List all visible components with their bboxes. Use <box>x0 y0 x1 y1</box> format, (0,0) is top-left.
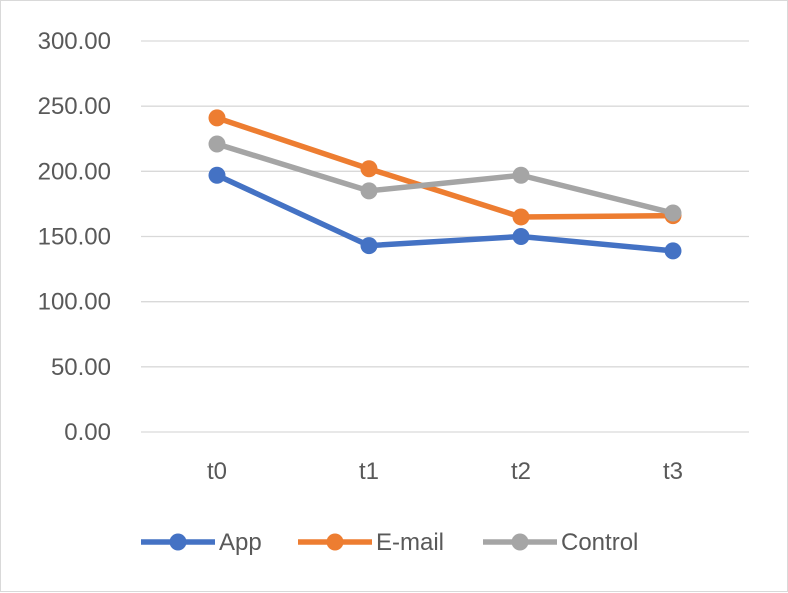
data-point-e-mail <box>512 208 530 226</box>
x-axis-ticks: t0 t1 t2 t3 <box>207 458 683 485</box>
y-tick-label: 0.00 <box>64 419 111 446</box>
data-point-control <box>208 135 226 153</box>
series-app <box>208 166 682 260</box>
x-tick-label: t1 <box>359 458 379 485</box>
legend-marker-control <box>511 533 529 551</box>
legend-item-app: App <box>141 529 262 556</box>
data-point-app <box>360 237 378 255</box>
y-tick-label: 150.00 <box>38 224 111 251</box>
series-line-e-mail <box>214 115 676 220</box>
y-tick-label: 200.00 <box>38 158 111 185</box>
data-point-app <box>664 242 682 260</box>
legend-item-e-mail: E-mail <box>298 529 444 556</box>
data-point-e-mail <box>208 109 226 127</box>
data-point-control <box>360 182 378 200</box>
legend-marker-app <box>169 533 187 551</box>
legend-label-app: App <box>219 529 262 556</box>
y-tick-label: 250.00 <box>38 93 111 120</box>
series-line-app <box>214 172 676 254</box>
data-point-e-mail <box>360 160 378 178</box>
legend-item-control: Control <box>483 529 638 556</box>
y-tick-label: 50.00 <box>51 354 111 381</box>
series-group <box>208 109 682 260</box>
data-point-app <box>208 166 226 184</box>
x-tick-label: t0 <box>207 458 227 485</box>
y-tick-label: 300.00 <box>38 28 111 55</box>
series-e-mail <box>208 109 682 226</box>
legend-marker-e-mail <box>326 533 344 551</box>
data-point-control <box>664 204 682 222</box>
legend-label-control: Control <box>561 529 638 556</box>
x-tick-label: t3 <box>663 458 683 485</box>
gridlines <box>141 40 749 433</box>
data-point-control <box>512 166 530 184</box>
series-line-control <box>214 141 676 216</box>
y-tick-label: 100.00 <box>38 289 111 316</box>
data-point-app <box>512 228 530 245</box>
legend-label-e-mail: E-mail <box>376 529 444 556</box>
y-axis-ticks: 0.00 50.00 100.00 150.00 200.00 250.00 300.00 <box>38 28 111 446</box>
x-tick-label: t2 <box>511 458 531 485</box>
series-control <box>208 135 682 222</box>
legend: App E-mail Control <box>141 529 638 556</box>
